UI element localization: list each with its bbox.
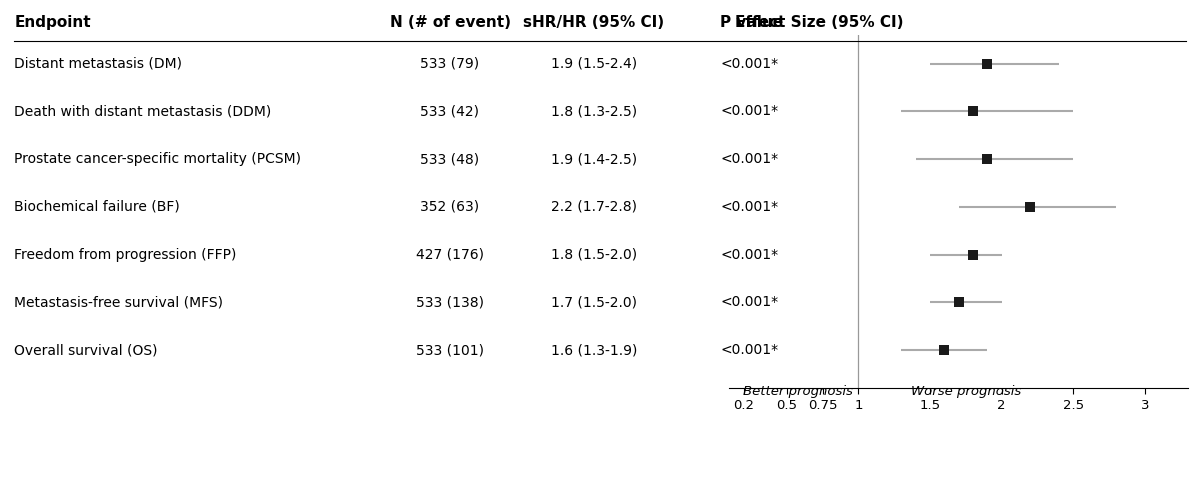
Text: <0.001*: <0.001*: [720, 152, 778, 166]
Text: Effect Size (95% CI): Effect Size (95% CI): [736, 15, 904, 30]
Text: 533 (42): 533 (42): [420, 104, 480, 119]
Text: 533 (138): 533 (138): [416, 295, 484, 309]
Text: N (# of event): N (# of event): [390, 15, 510, 30]
Text: sHR/HR (95% CI): sHR/HR (95% CI): [523, 15, 665, 30]
Text: 533 (48): 533 (48): [420, 152, 480, 166]
Text: 533 (79): 533 (79): [420, 57, 480, 71]
Text: 352 (63): 352 (63): [420, 200, 480, 214]
Text: 1.6 (1.3-1.9): 1.6 (1.3-1.9): [551, 343, 637, 357]
Text: 1.7 (1.5-2.0): 1.7 (1.5-2.0): [551, 295, 637, 309]
Text: 1.9 (1.5-2.4): 1.9 (1.5-2.4): [551, 57, 637, 71]
Text: 1.8 (1.5-2.0): 1.8 (1.5-2.0): [551, 248, 637, 261]
Text: <0.001*: <0.001*: [720, 248, 778, 261]
Text: 1.8 (1.3-2.5): 1.8 (1.3-2.5): [551, 104, 637, 119]
Text: 427 (176): 427 (176): [416, 248, 484, 261]
Text: Distant metastasis (DM): Distant metastasis (DM): [14, 57, 182, 71]
Text: Endpoint: Endpoint: [14, 15, 91, 30]
Text: P value: P value: [720, 15, 784, 30]
Text: <0.001*: <0.001*: [720, 57, 778, 71]
Text: Biochemical failure (BF): Biochemical failure (BF): [14, 200, 180, 214]
Text: 1.9 (1.4-2.5): 1.9 (1.4-2.5): [551, 152, 637, 166]
Text: 533 (101): 533 (101): [416, 343, 484, 357]
Text: Death with distant metastasis (DDM): Death with distant metastasis (DDM): [14, 104, 271, 119]
Text: 2.2 (1.7-2.8): 2.2 (1.7-2.8): [551, 200, 637, 214]
Text: Freedom from progression (FFP): Freedom from progression (FFP): [14, 248, 236, 261]
Text: Prostate cancer-specific mortality (PCSM): Prostate cancer-specific mortality (PCSM…: [14, 152, 301, 166]
Text: Metastasis-free survival (MFS): Metastasis-free survival (MFS): [14, 295, 223, 309]
Text: Worse prognosis: Worse prognosis: [911, 384, 1021, 397]
Text: <0.001*: <0.001*: [720, 104, 778, 119]
Text: <0.001*: <0.001*: [720, 295, 778, 309]
Text: <0.001*: <0.001*: [720, 343, 778, 357]
Text: Better prognosis: Better prognosis: [743, 384, 853, 397]
Text: <0.001*: <0.001*: [720, 200, 778, 214]
Text: Overall survival (OS): Overall survival (OS): [14, 343, 158, 357]
